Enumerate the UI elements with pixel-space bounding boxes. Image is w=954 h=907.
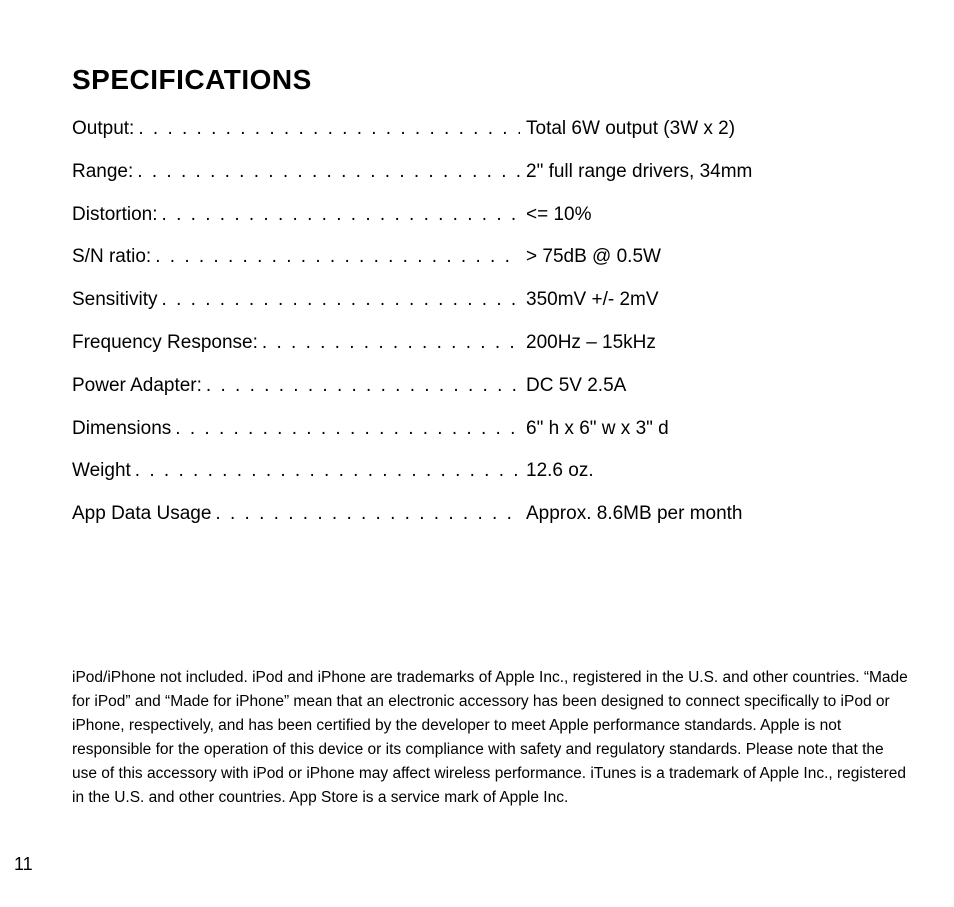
spec-list: Output:. . . . . . . . . . . . . . . . .… (72, 118, 882, 526)
spec-row: Dimensions. . . . . . . . . . . . . . . … (72, 418, 882, 441)
spec-left: App Data Usage. . . . . . . . . . . . . … (72, 503, 524, 526)
dot-leader: . . . . . . . . . . . . . . . . . . . . … (262, 332, 520, 353)
dot-leader: . . . . . . . . . . . . . . . . . . . . … (135, 460, 520, 481)
page: SPECIFICATIONS Output:. . . . . . . . . … (0, 0, 954, 907)
spec-row: Weight. . . . . . . . . . . . . . . . . … (72, 460, 882, 483)
spec-left: S/N ratio:. . . . . . . . . . . . . . . … (72, 246, 524, 269)
dot-leader: . . . . . . . . . . . . . . . . . . . . … (215, 503, 520, 524)
spec-label: Weight (72, 460, 131, 483)
spec-value: 200Hz – 15kHz (524, 332, 656, 355)
spec-label: Dimensions (72, 418, 171, 441)
dot-leader: . . . . . . . . . . . . . . . . . . . . … (175, 418, 520, 439)
spec-label: Distortion: (72, 204, 158, 227)
dot-leader: . . . . . . . . . . . . . . . . . . . . … (138, 118, 520, 139)
page-number: 11 (14, 854, 33, 875)
spec-value: Approx. 8.6MB per month (524, 503, 743, 526)
spec-value: DC 5V 2.5A (524, 375, 626, 398)
spec-label: Output: (72, 118, 134, 141)
section-heading: SPECIFICATIONS (72, 64, 882, 96)
dot-leader: . . . . . . . . . . . . . . . . . . . . … (162, 289, 520, 310)
spec-label: App Data Usage (72, 503, 211, 526)
spec-row: Frequency Response:. . . . . . . . . . .… (72, 332, 882, 355)
spec-value: <= 10% (524, 204, 592, 227)
spec-row: Sensitivity. . . . . . . . . . . . . . .… (72, 289, 882, 312)
spec-value: 6" h x 6" w x 3" d (524, 418, 669, 441)
dot-leader: . . . . . . . . . . . . . . . . . . . . … (137, 161, 520, 182)
spec-value: Total 6W output (3W x 2) (524, 118, 735, 141)
spec-row: Power Adapter:. . . . . . . . . . . . . … (72, 375, 882, 398)
spec-left: Output:. . . . . . . . . . . . . . . . .… (72, 118, 524, 141)
spec-row: App Data Usage. . . . . . . . . . . . . … (72, 503, 882, 526)
spec-left: Frequency Response:. . . . . . . . . . .… (72, 332, 524, 355)
spec-left: Dimensions. . . . . . . . . . . . . . . … (72, 418, 524, 441)
spec-label: Frequency Response: (72, 332, 258, 355)
spec-value: 2" full range drivers, 34mm (524, 161, 752, 184)
spec-row: Range:. . . . . . . . . . . . . . . . . … (72, 161, 882, 184)
dot-leader: . . . . . . . . . . . . . . . . . . . . … (206, 375, 520, 396)
spec-left: Distortion:. . . . . . . . . . . . . . .… (72, 204, 524, 227)
spec-label: Range: (72, 161, 133, 184)
spec-row: S/N ratio:. . . . . . . . . . . . . . . … (72, 246, 882, 269)
spec-row: Distortion:. . . . . . . . . . . . . . .… (72, 204, 882, 227)
spec-value: 12.6 oz. (524, 460, 594, 483)
spec-left: Sensitivity. . . . . . . . . . . . . . .… (72, 289, 524, 312)
dot-leader: . . . . . . . . . . . . . . . . . . . . … (162, 204, 520, 225)
spec-label: Sensitivity (72, 289, 158, 312)
dot-leader: . . . . . . . . . . . . . . . . . . . . … (155, 246, 520, 267)
spec-value: > 75dB @ 0.5W (524, 246, 661, 269)
spec-label: S/N ratio: (72, 246, 151, 269)
spec-value: 350mV +/- 2mV (524, 289, 659, 312)
disclaimer-text: iPod/iPhone not included. iPod and iPhon… (72, 666, 912, 810)
spec-left: Power Adapter:. . . . . . . . . . . . . … (72, 375, 524, 398)
spec-row: Output:. . . . . . . . . . . . . . . . .… (72, 118, 882, 141)
spec-left: Range:. . . . . . . . . . . . . . . . . … (72, 161, 524, 184)
spec-left: Weight. . . . . . . . . . . . . . . . . … (72, 460, 524, 483)
spec-label: Power Adapter: (72, 375, 202, 398)
